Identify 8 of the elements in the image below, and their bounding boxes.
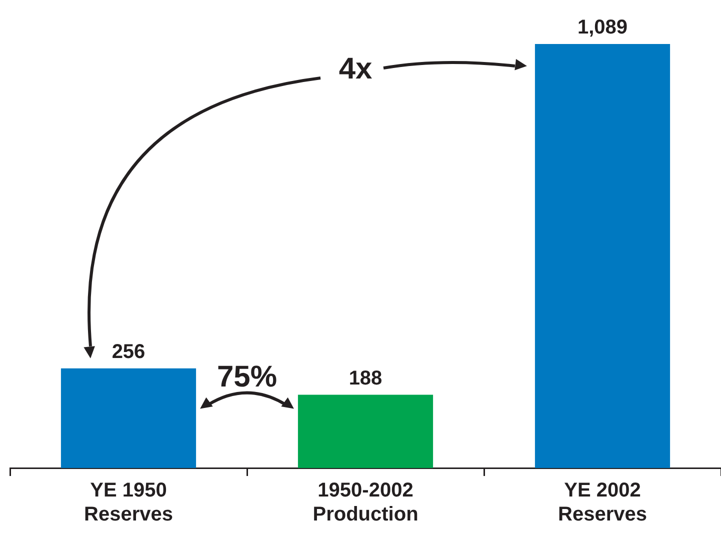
x-tick-label: YE 1950 Reserves <box>84 480 173 526</box>
x-tick-label: 1950-2002 Production <box>312 480 418 526</box>
data-label: 188 <box>348 367 382 390</box>
annotation: 75% <box>216 360 278 394</box>
data-label: 256 <box>112 340 146 363</box>
data-label: 1,089 <box>577 16 628 39</box>
x-tick-label: YE 2002 Reserves <box>558 480 647 526</box>
annotation: 4x <box>338 52 372 86</box>
